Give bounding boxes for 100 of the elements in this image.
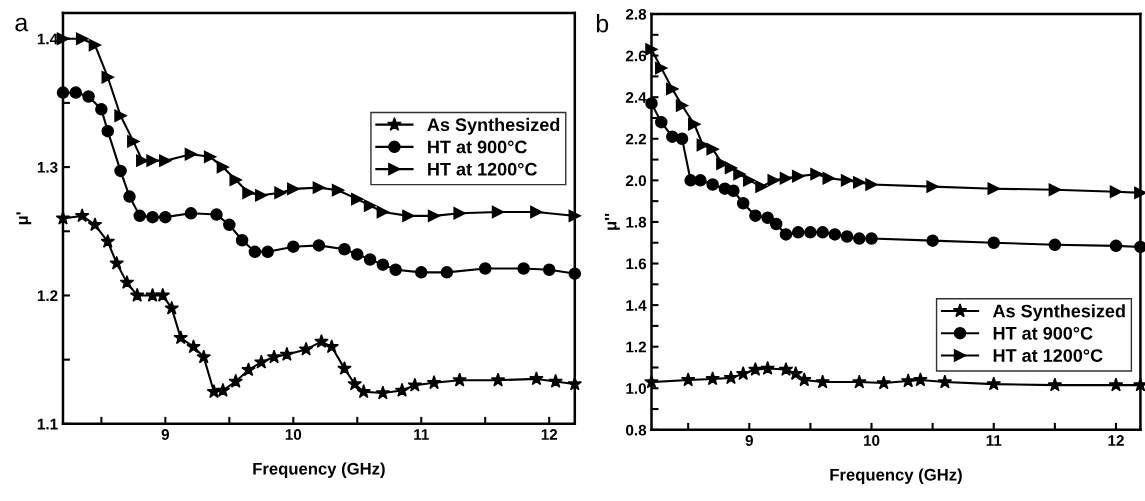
point bbox=[853, 232, 866, 245]
point bbox=[542, 263, 556, 277]
y-tick-label: 0.8 bbox=[626, 424, 647, 436]
point bbox=[186, 339, 201, 354]
point bbox=[840, 230, 854, 243]
point bbox=[101, 124, 115, 138]
point bbox=[123, 190, 136, 203]
y-tick-label: 2.4 bbox=[625, 92, 647, 103]
point bbox=[196, 349, 212, 364]
point bbox=[822, 172, 835, 185]
point bbox=[159, 154, 172, 167]
y-tick-label: 1.1 bbox=[37, 418, 58, 430]
point bbox=[298, 341, 314, 356]
point bbox=[109, 255, 125, 270]
point bbox=[75, 32, 89, 45]
y-tick-label: 1.0 bbox=[626, 383, 647, 394]
point bbox=[184, 207, 198, 220]
point bbox=[655, 115, 668, 129]
point bbox=[779, 228, 793, 241]
y-tick-label: 2.0 bbox=[625, 175, 647, 187]
point bbox=[95, 103, 108, 116]
point bbox=[312, 181, 326, 194]
point bbox=[101, 70, 115, 84]
point bbox=[788, 366, 804, 381]
point bbox=[351, 248, 364, 261]
point bbox=[666, 82, 679, 96]
point bbox=[530, 205, 543, 219]
point bbox=[913, 372, 928, 387]
point bbox=[755, 180, 768, 193]
point bbox=[235, 234, 249, 247]
point bbox=[363, 253, 377, 266]
point bbox=[427, 209, 441, 223]
point bbox=[1048, 183, 1062, 196]
point bbox=[324, 339, 339, 354]
y-tick-label: 2.8 bbox=[625, 8, 647, 20]
point bbox=[791, 169, 805, 183]
point bbox=[851, 374, 867, 389]
x-tick-label: 9 bbox=[745, 435, 753, 446]
point bbox=[529, 371, 544, 386]
x-tick-label: 9 bbox=[161, 429, 170, 440]
point bbox=[986, 376, 1002, 391]
point bbox=[414, 266, 428, 279]
point bbox=[129, 287, 145, 302]
point bbox=[82, 90, 95, 103]
legend-label: As Synthesized bbox=[992, 304, 1125, 322]
point bbox=[312, 239, 326, 252]
point bbox=[733, 167, 746, 181]
point bbox=[749, 209, 762, 222]
point bbox=[688, 117, 701, 131]
point bbox=[1108, 377, 1124, 392]
point bbox=[694, 174, 707, 187]
point bbox=[748, 361, 763, 376]
point bbox=[266, 349, 282, 364]
point bbox=[228, 373, 244, 388]
x-axis-title: Frequency (GHz) bbox=[830, 468, 962, 484]
point bbox=[87, 217, 103, 232]
point bbox=[223, 218, 236, 232]
point bbox=[853, 176, 866, 189]
point bbox=[254, 354, 269, 369]
point bbox=[338, 242, 351, 256]
point bbox=[331, 183, 345, 197]
point bbox=[1109, 239, 1123, 253]
point bbox=[74, 208, 90, 223]
point bbox=[796, 372, 812, 387]
point bbox=[255, 189, 268, 202]
point bbox=[159, 210, 172, 224]
point bbox=[248, 245, 262, 259]
x-tick-label: 12 bbox=[541, 429, 558, 440]
point bbox=[517, 262, 530, 275]
point bbox=[791, 226, 805, 239]
y-tick-label: 1.8 bbox=[626, 216, 647, 228]
point bbox=[724, 161, 738, 175]
point bbox=[376, 258, 390, 271]
point bbox=[680, 372, 696, 387]
point bbox=[815, 374, 830, 389]
point bbox=[736, 196, 750, 210]
point bbox=[114, 164, 127, 178]
point bbox=[287, 240, 300, 253]
point bbox=[706, 178, 719, 191]
point bbox=[164, 300, 180, 315]
point bbox=[133, 209, 146, 223]
point bbox=[760, 360, 775, 375]
x-tick-label: 11 bbox=[414, 429, 429, 440]
y-tick-label: 1.4 bbox=[37, 33, 59, 45]
point bbox=[241, 362, 256, 377]
point bbox=[146, 210, 159, 224]
point bbox=[216, 160, 230, 174]
point bbox=[426, 375, 442, 390]
point bbox=[440, 266, 454, 279]
point bbox=[203, 150, 217, 164]
point bbox=[389, 263, 402, 277]
point bbox=[926, 234, 939, 247]
point bbox=[261, 245, 274, 259]
point bbox=[100, 233, 116, 248]
y-tick-label: 2.2 bbox=[625, 133, 647, 145]
point bbox=[146, 154, 159, 167]
point bbox=[735, 366, 751, 381]
point bbox=[347, 376, 363, 391]
point bbox=[987, 236, 1000, 249]
point bbox=[314, 334, 329, 348]
